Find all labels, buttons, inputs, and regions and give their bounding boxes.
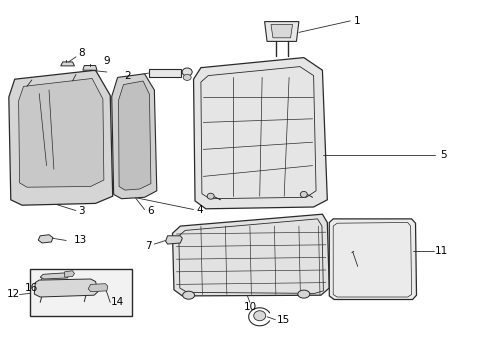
Polygon shape: [40, 273, 69, 279]
Text: 3: 3: [78, 206, 85, 216]
Ellipse shape: [207, 193, 214, 199]
Text: 5: 5: [440, 150, 447, 160]
Polygon shape: [271, 24, 293, 38]
Polygon shape: [34, 279, 98, 297]
Polygon shape: [19, 78, 104, 187]
Text: 7: 7: [145, 240, 151, 251]
Text: 12: 12: [7, 289, 21, 300]
Text: 16: 16: [25, 283, 39, 293]
Ellipse shape: [298, 290, 310, 298]
Text: 1: 1: [353, 16, 360, 26]
Text: 2: 2: [124, 71, 131, 81]
Ellipse shape: [183, 291, 195, 299]
Text: 4: 4: [196, 204, 203, 215]
Polygon shape: [172, 214, 329, 296]
Text: 14: 14: [111, 297, 124, 307]
Polygon shape: [119, 81, 151, 190]
Ellipse shape: [300, 192, 307, 197]
Ellipse shape: [183, 75, 191, 80]
Polygon shape: [61, 62, 74, 66]
Polygon shape: [329, 219, 416, 300]
Polygon shape: [166, 236, 182, 244]
Polygon shape: [83, 66, 97, 70]
Text: 8: 8: [78, 48, 85, 58]
Ellipse shape: [254, 311, 266, 321]
Text: 11: 11: [434, 246, 448, 256]
Polygon shape: [194, 58, 327, 209]
Polygon shape: [112, 74, 157, 199]
Text: 9: 9: [103, 56, 110, 66]
Polygon shape: [265, 22, 299, 41]
Text: 6: 6: [147, 206, 154, 216]
Text: 10: 10: [244, 302, 256, 312]
Bar: [149, 69, 181, 77]
Polygon shape: [88, 284, 108, 292]
Text: 13: 13: [74, 235, 88, 246]
Polygon shape: [38, 235, 53, 243]
Polygon shape: [9, 70, 113, 205]
Text: 15: 15: [276, 315, 290, 325]
Bar: [30, 269, 132, 316]
Polygon shape: [65, 271, 74, 277]
Ellipse shape: [182, 68, 192, 76]
